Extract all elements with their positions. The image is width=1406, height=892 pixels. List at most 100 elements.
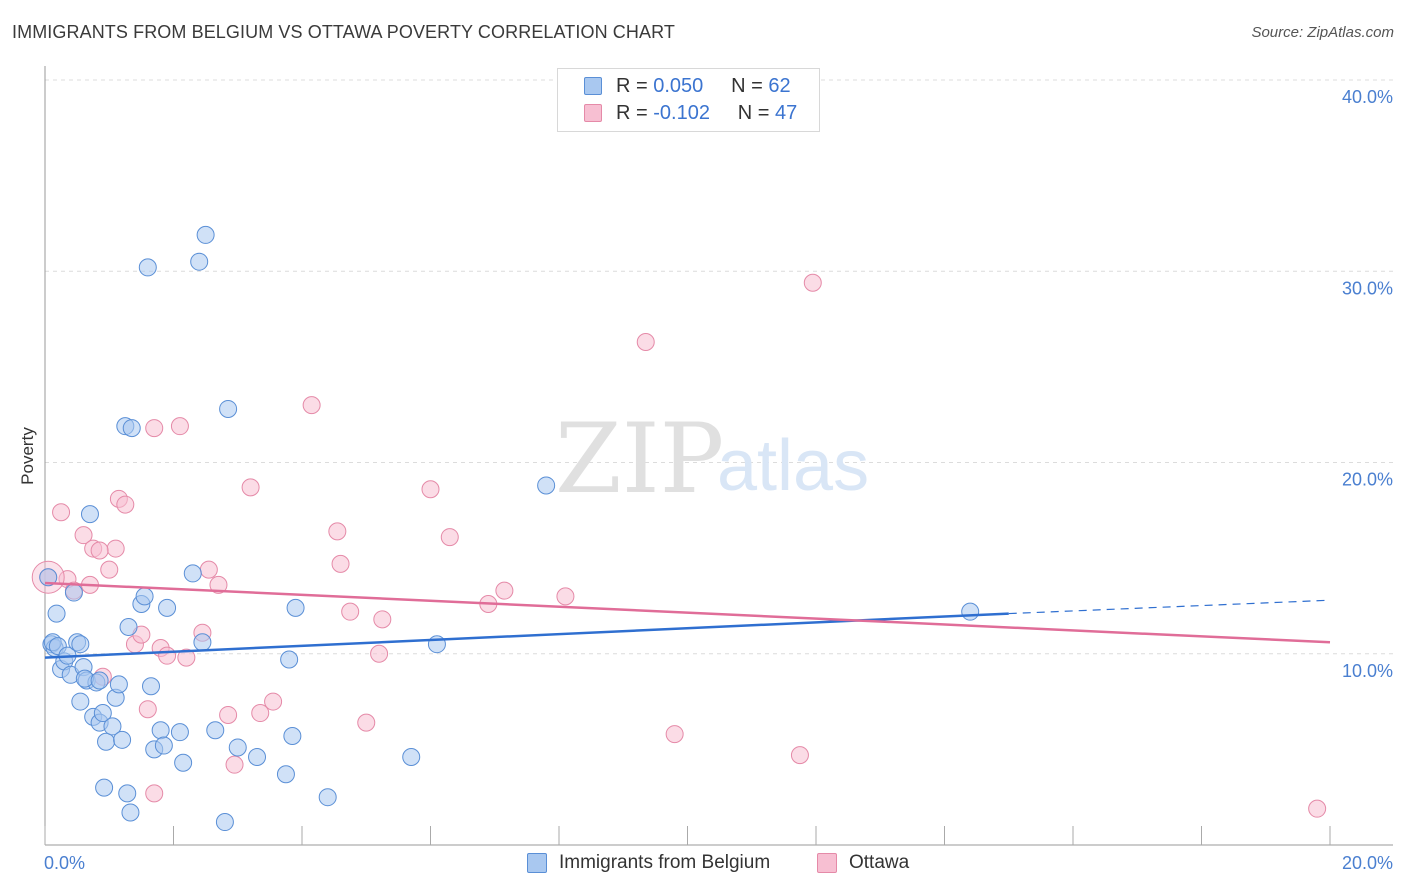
belgium-point: [286, 598, 305, 617]
ottawa-point: [116, 495, 135, 514]
ottawa-point: [90, 541, 109, 560]
belgium-point: [109, 675, 128, 694]
ottawa-point: [370, 644, 389, 663]
ottawa-point: [225, 755, 244, 774]
ottawa-point: [328, 522, 347, 541]
ottawa-point: [803, 273, 822, 292]
belgium-point: [318, 788, 337, 807]
belgium-point: [118, 784, 137, 803]
belgium-point: [219, 399, 238, 418]
ottawa-point: [100, 560, 119, 579]
belgium-point: [151, 721, 170, 740]
belgium-point: [283, 726, 302, 745]
ottawa-point: [52, 503, 71, 522]
belgium-point: [47, 604, 66, 623]
legend-label-ottawa: Ottawa: [849, 852, 910, 873]
ottawa-point: [1308, 799, 1327, 818]
ottawa-point: [495, 581, 514, 600]
belgium-point: [206, 721, 225, 740]
r-value: -0.102: [653, 102, 710, 124]
belgium-points: [39, 225, 980, 832]
belgium-point: [71, 692, 90, 711]
axes: [44, 66, 1393, 846]
belgium-point: [961, 602, 980, 621]
belgium-point: [71, 635, 90, 654]
source-label: Source: ZipAtlas.com: [1251, 24, 1394, 41]
belgium-point: [537, 476, 556, 495]
belgium-point: [248, 748, 267, 767]
n-value: 62: [768, 75, 791, 97]
r-label: R =: [616, 75, 648, 97]
ottawa-point: [264, 692, 283, 711]
ottawa-point: [302, 396, 321, 415]
belgium-point: [39, 568, 58, 587]
belgium-point: [64, 583, 83, 602]
trend-lines: [44, 581, 1331, 659]
belgium-trend-extension: [1008, 599, 1331, 615]
belgium-point: [228, 738, 247, 757]
r-value: 0.050: [653, 75, 704, 97]
belgium-legend-swatch: [527, 853, 547, 873]
belgium-point: [402, 748, 421, 767]
n-label: N =: [731, 75, 763, 97]
n-label: N =: [737, 102, 770, 124]
ottawa-point: [556, 587, 575, 606]
ottawa-point: [209, 575, 228, 594]
ottawa-point: [373, 610, 392, 629]
ottawa-points: [31, 273, 1327, 818]
ottawa-point: [158, 646, 177, 665]
ottawa-point: [241, 478, 260, 497]
ottawa-point: [331, 554, 350, 573]
ottawa-point: [145, 784, 164, 803]
watermark: ZIP atlas: [555, 403, 869, 515]
belgium-point: [158, 598, 177, 617]
y-tick-label: 30.0%: [1342, 278, 1393, 298]
y-axis-label: Poverty: [18, 427, 37, 485]
x-tick-label: 20.0%: [1342, 853, 1393, 873]
belgium-point: [193, 633, 212, 652]
belgium-point: [97, 732, 116, 751]
ottawa-point: [357, 713, 376, 732]
belgium-point: [113, 730, 132, 749]
ottawa-point: [341, 602, 360, 621]
belgium-point: [174, 753, 193, 772]
belgium-point: [154, 736, 173, 755]
belgium-point: [280, 650, 299, 669]
ottawa-point: [440, 528, 459, 547]
belgium-point: [183, 564, 202, 583]
grid-lines: [45, 79, 1393, 655]
belgium-point: [276, 765, 295, 784]
watermark-atlas: atlas: [717, 426, 869, 506]
belgium-point: [196, 225, 215, 244]
belgium-point: [119, 617, 138, 636]
y-tick-label: 20.0%: [1342, 470, 1393, 490]
ottawa-point: [636, 333, 655, 352]
belgium-point: [93, 704, 112, 723]
ottawa-point: [138, 700, 157, 719]
belgium-point: [142, 677, 161, 696]
belgium-point: [135, 587, 154, 606]
x-tick-label: 0.0%: [44, 853, 85, 873]
ottawa-point: [74, 526, 93, 545]
ottawa-point: [421, 480, 440, 499]
belgium-point: [121, 803, 140, 822]
belgium-point: [103, 717, 122, 736]
y-tick-label: 40.0%: [1342, 87, 1393, 107]
legend-label-belgium: Immigrants from Belgium: [559, 852, 771, 873]
stats-legend: R = 0.050 N = 62 R = -0.102 N = 47: [557, 68, 820, 132]
ottawa-point: [251, 704, 270, 723]
watermark-zip: ZIP: [555, 403, 724, 515]
belgium-swatch: [584, 77, 602, 95]
n-value: 47: [775, 102, 798, 124]
ottawa-point: [145, 419, 164, 438]
ottawa-point: [170, 417, 189, 436]
tick-labels: 10.0% 20.0% 30.0% 40.0% 0.0% 20.0%: [44, 87, 1393, 873]
y-tick-label: 10.0%: [1342, 661, 1393, 681]
belgium-point: [215, 813, 234, 832]
ottawa-swatch: [584, 104, 602, 122]
ottawa-trend-line: [44, 581, 1331, 644]
belgium-point: [190, 252, 209, 271]
ottawa-point: [199, 560, 218, 579]
belgium-point: [122, 419, 141, 438]
